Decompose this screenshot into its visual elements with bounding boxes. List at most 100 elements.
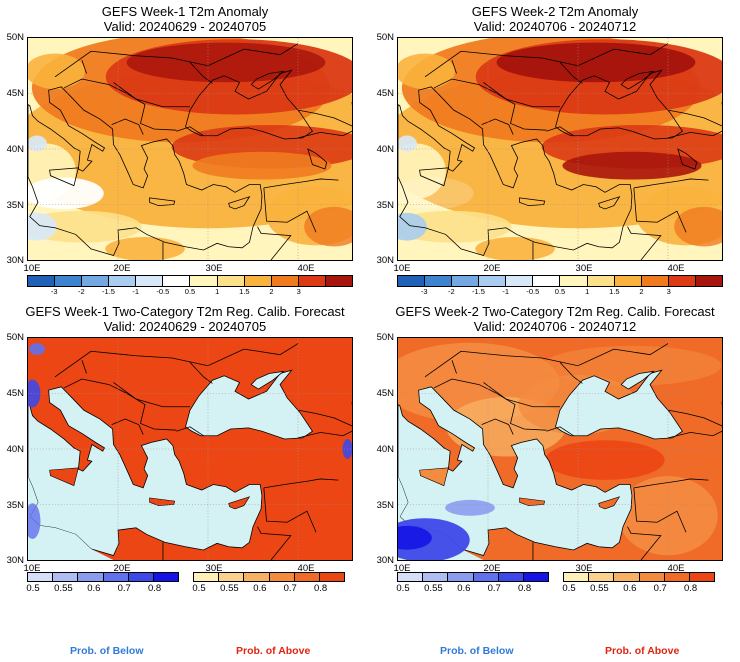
panel-week2-probability: GEFS Week-2 Two-Category T2m Reg. Calib.…	[370, 300, 740, 600]
panel-week2-anomaly: GEFS Week-2 T2m Anomaly Valid: 20240706 …	[370, 0, 740, 300]
colorbar-tick-label: 0.7	[283, 583, 297, 594]
below-colorbar-ticks: 0.5 0.55 0.6 0.7 0.8	[396, 583, 549, 597]
colorbar-tick-label: 0.8	[517, 583, 532, 594]
colorbar-swatch	[689, 573, 715, 581]
colorbar-swatch	[473, 573, 499, 581]
colorbar-tick-label: 1	[585, 287, 590, 296]
colorbar-tick-label: -1	[502, 287, 509, 296]
lat-label: 50N	[6, 32, 24, 43]
colorbar-tick-label: -2	[77, 287, 85, 296]
colorbar-swatch	[103, 573, 129, 581]
colorbar-swatch	[128, 573, 154, 581]
colorbar-swatch	[82, 276, 110, 286]
colorbar-swatch	[589, 573, 615, 581]
colorbar-swatch	[448, 573, 474, 581]
colorbar-swatch	[136, 276, 164, 286]
colorbar-tick-label: 0.7	[653, 583, 667, 594]
lon-label: 20E	[483, 563, 501, 574]
colorbar-tick-label: 0.8	[313, 583, 328, 594]
colorbar-tick-label: 2	[269, 287, 274, 296]
lat-label: 35N	[376, 200, 394, 211]
anomaly-map	[397, 37, 723, 261]
below-colorbar	[27, 572, 179, 582]
probability-map	[27, 337, 353, 561]
colorbar-tick-label: -2	[447, 287, 455, 296]
colorbar-tick-label: 0.8	[683, 583, 698, 594]
panel-valid-date: Valid: 20240706 - 20240712	[473, 19, 637, 34]
colorbar-swatch	[163, 276, 191, 286]
colorbar-swatch	[423, 573, 449, 581]
colorbar-swatch	[614, 573, 640, 581]
colorbar-tick-label: 0.55	[220, 583, 239, 594]
colorbar-swatch	[523, 573, 549, 581]
colorbar-swatch	[190, 276, 218, 286]
above-colorbar	[193, 572, 345, 582]
colorbar-swatch	[398, 573, 424, 581]
colorbar-swatch	[271, 276, 299, 286]
lat-label: 50N	[376, 332, 394, 343]
panel-valid-date: Valid: 20240706 - 20240712	[473, 319, 637, 334]
colorbar-swatch	[564, 573, 590, 581]
lon-label: 10E	[393, 563, 411, 574]
colorbar-swatch	[668, 276, 696, 286]
colorbar-swatch	[498, 573, 524, 581]
colorbar-tick-label: 1	[215, 287, 220, 296]
lon-label: 30E	[575, 563, 593, 574]
colorbar-swatch	[153, 573, 179, 581]
anomaly-colorbar	[397, 275, 723, 287]
lat-label: 50N	[376, 32, 394, 43]
lat-label: 40N	[376, 144, 394, 155]
panel-week1-probability: GEFS Week-1 Two-Category T2m Reg. Calib.…	[0, 300, 370, 600]
colorbar-swatch	[28, 276, 56, 286]
above-legend-label: Prob. of Above	[605, 645, 680, 657]
below-legend-label: Prob. of Below	[440, 645, 514, 657]
colorbar-tick-label: 1.5	[239, 287, 250, 296]
colorbar-tick-label: 3	[296, 287, 301, 296]
anomaly-colorbar	[27, 275, 353, 287]
anomaly-colorbar-ticks: -3 -2 -1.5 -1 -0.5 0.5 1 1.5 2 3	[27, 288, 353, 298]
colorbar-swatch	[587, 276, 615, 286]
colorbar-tick-label: 0.7	[117, 583, 131, 594]
colorbar-tick-label: 2	[639, 287, 644, 296]
lat-label: 40N	[376, 444, 394, 455]
colorbar-swatch	[479, 276, 507, 286]
map-canvas	[398, 38, 722, 260]
lat-label: 40N	[6, 144, 24, 155]
lat-label: 30N	[6, 255, 24, 266]
lat-label: 50N	[6, 332, 24, 343]
colorbar-swatch	[194, 573, 220, 581]
colorbar-swatch	[639, 573, 665, 581]
colorbar-swatch	[109, 276, 137, 286]
colorbar-swatch	[53, 573, 79, 581]
colorbar-swatch	[244, 573, 270, 581]
probability-map	[397, 337, 723, 561]
colorbar-swatch	[28, 573, 54, 581]
colorbar-swatch	[319, 573, 345, 581]
colorbar-tick-label: -1.5	[102, 287, 115, 296]
colorbar-swatch	[425, 276, 453, 286]
above-legend-label: Prob. of Above	[236, 645, 311, 657]
colorbar-tick-label: 0.5	[26, 583, 40, 594]
lon-label: 40E	[297, 263, 315, 274]
colorbar-swatch	[219, 573, 245, 581]
colorbar-swatch	[664, 573, 690, 581]
lon-label: 10E	[23, 263, 41, 274]
colorbar-tick-label: -0.5	[156, 287, 170, 296]
colorbar-swatch	[506, 276, 534, 286]
lon-label: 10E	[393, 263, 411, 274]
colorbar-tick-label: -3	[420, 287, 428, 296]
colorbar-tick-label: 0.5	[396, 583, 410, 594]
lat-label: 35N	[6, 200, 24, 211]
colorbar-swatch	[325, 276, 352, 286]
below-colorbar-ticks: 0.5 0.55 0.6 0.7 0.8	[26, 583, 179, 597]
lon-label: 20E	[483, 263, 501, 274]
colorbar-tick-label: 0.55	[424, 583, 443, 594]
map-canvas	[28, 338, 352, 560]
colorbar-tick-label: 0.6	[457, 583, 471, 594]
colorbar-tick-label: 0.5	[554, 287, 566, 296]
colorbar-tick-label: -3	[50, 287, 58, 296]
below-colorbar	[397, 572, 549, 582]
above-colorbar	[563, 572, 715, 582]
colorbar-tick-label: 0.5	[192, 583, 206, 594]
map-canvas	[28, 38, 352, 260]
